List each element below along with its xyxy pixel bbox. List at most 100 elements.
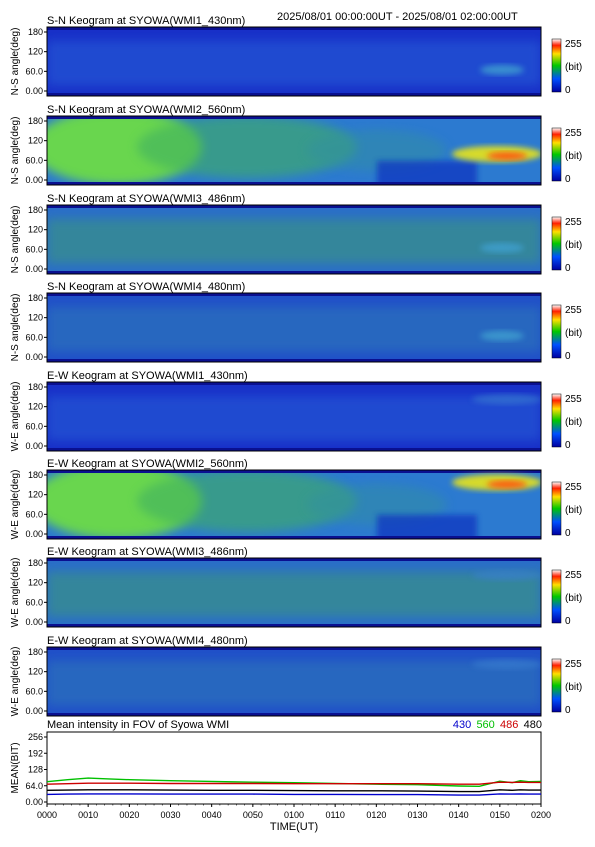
y-tick-label: 192 [28,748,43,758]
panel-frame [46,646,542,717]
y-tick-label: 120 [28,667,43,677]
glow-band [47,571,541,617]
y-axis-label: MEAN(BIT) [10,742,21,793]
dark-region [377,160,477,185]
panel-title: E-W Keogram at SYOWA(WMI4_480nm) [47,635,248,647]
edge-band [47,558,541,561]
colorbar-gradient [551,658,562,713]
y-tick-label: 180 [28,205,43,215]
glow-band [47,40,541,86]
x-tick-label: 0150 [490,810,510,820]
x-tick-label: 0000 [37,810,57,820]
colorbar-gradient [551,127,562,182]
edge-band [47,271,541,274]
chart-title: Mean intensity in FOV of Syowa WMI [47,719,229,731]
keogram-panels: S-N Keogram at SYOWA(WMI1_430nm) 180 120 60… [10,15,582,717]
panel-frame [46,115,542,186]
x-tick-label: 0200 [531,810,551,820]
edge-band [47,382,541,385]
edge-band [47,359,541,362]
glow-band [47,395,541,441]
y-tick-label: 120 [28,136,43,146]
y-tick-label: 180 [28,293,43,303]
y-tick-label: 0.00 [25,617,43,627]
x-tick-label: 0010 [78,810,98,820]
y-axis: 180 120 60.0 0.00 N-S angle(deg) [10,116,47,185]
y-axis-label: W-E angle(deg) [10,470,21,540]
colorbar-unit: (bit) [565,151,582,162]
keogram-panel: S-N Keogram at SYOWA(WMI3_486nm) 180 120 60… [10,193,582,275]
colorbar-max: 255 [565,394,582,405]
date-range: 2025/08/01 00:00:00UT - 2025/08/01 02:00… [277,11,518,23]
panel-title: E-W Keogram at SYOWA(WMI3_486nm) [47,546,248,558]
x-tick-label: 0030 [160,810,180,820]
x-tick-label: 0100 [284,810,304,820]
y-axis: 180 120 60.0 0.00 W-E angle(deg) [10,558,47,628]
y-tick-label: 180 [28,558,43,568]
y-tick-label: 0.00 [25,529,43,539]
panel-frame [46,26,542,97]
y-axis-label: N-S angle(deg) [10,294,21,362]
keogram-panel: S-N Keogram at SYOWA(WMI1_430nm) 180 120 60… [10,15,582,97]
edge-band [47,293,541,296]
legend-entry: 480 [524,719,542,731]
colorbar: 255 (bit) 0 [551,127,582,185]
panel-title: S-N Keogram at SYOWA(WMI3_486nm) [47,193,245,205]
glow-band [47,660,541,706]
y-tick-label: 0.00 [25,797,43,807]
colorbar-unit: (bit) [565,682,582,693]
y-axis-label: W-E angle(deg) [10,558,21,628]
keogram-panel: S-N Keogram at SYOWA(WMI4_480nm) 180 120 60… [10,281,582,363]
glow-band [47,306,541,352]
keogram-image [47,27,541,96]
edge-band [47,647,541,650]
colorbar-unit: (bit) [565,328,582,339]
y-tick-label: 120 [28,402,43,412]
y-axis-label: N-S angle(deg) [10,28,21,96]
edge-band [47,624,541,627]
y-tick-label: 256 [28,732,43,742]
legend-entry: 486 [500,719,518,731]
y-axis-label: N-S angle(deg) [10,206,21,274]
y-tick-label: 60.0 [25,421,43,431]
panel-title: S-N Keogram at SYOWA(WMI2_560nm) [47,104,245,116]
aurora-core [487,151,527,160]
y-axis: 256 192 128 64.0 0.00 MEAN(BIT) [10,732,47,807]
panel-title: E-W Keogram at SYOWA(WMI2_560nm) [47,458,248,470]
colorbar-unit: (bit) [565,417,582,428]
series-line [46,789,541,793]
colorbar-min: 0 [565,528,571,539]
y-tick-label: 60.0 [25,244,43,254]
y-tick-label: 180 [28,470,43,480]
colorbar-unit: (bit) [565,240,582,251]
x-tick-label: 0050 [243,810,263,820]
glow-region [137,116,357,179]
colorbar-gradient [551,38,562,93]
colorbar: 255 (bit) 0 [551,658,582,716]
colorbar-min: 0 [565,351,571,362]
panel-frame [46,469,542,540]
y-tick-label: 0.00 [25,352,43,362]
edge-band [47,713,541,716]
colorbar-unit: (bit) [565,62,582,73]
legend-entry: 430 [453,719,471,731]
y-tick-label: 128 [28,765,43,775]
keogram-panel: E-W Keogram at SYOWA(WMI2_560nm) 180 120 60… [10,458,582,540]
keogram-panel: E-W Keogram at SYOWA(WMI1_430nm) 180 120 60… [10,370,582,452]
glow-region [137,470,357,533]
colorbar-gradient [551,393,562,448]
y-tick-label: 180 [28,382,43,392]
x-tick-label: 0020 [119,810,139,820]
colorbar-max: 255 [565,128,582,139]
y-tick-label: 0.00 [25,264,43,274]
y-tick-label: 120 [28,313,43,323]
y-tick-label: 64.0 [25,781,43,791]
x-axis: 0000 0010 0020 0030 0040 0050 0100 0110 0120 0130… [37,804,551,833]
aurora-arc [472,659,541,670]
colorbar-gradient [551,569,562,624]
panel-title: S-N Keogram at SYOWA(WMI1_430nm) [47,15,245,27]
y-tick-label: 0.00 [25,441,43,451]
x-tick-label: 0110 [325,810,344,820]
colorbar-max: 255 [565,217,582,228]
aurora-arc [480,242,524,253]
